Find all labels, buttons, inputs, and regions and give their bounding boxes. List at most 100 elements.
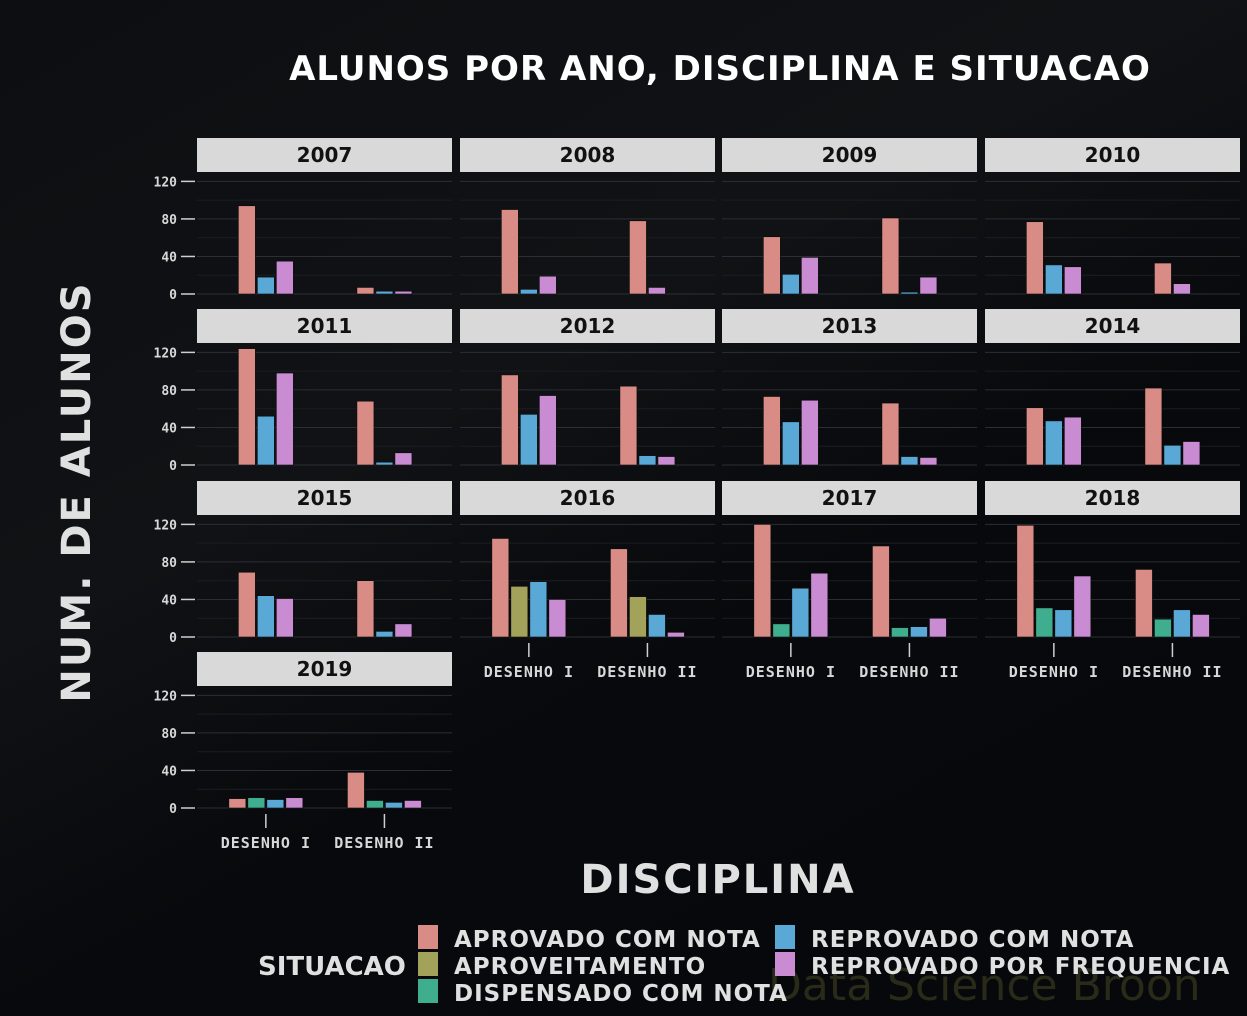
facet-strip-label: 2009 bbox=[822, 143, 878, 167]
y-tick-label: 80 bbox=[161, 384, 177, 399]
y-tick-label: 0 bbox=[169, 459, 177, 474]
facet-strip bbox=[722, 138, 977, 172]
y-tick-label: 80 bbox=[161, 727, 177, 742]
facet-strip-label: 2015 bbox=[297, 486, 353, 510]
facet-panel: 2018 DESENHO I DESENHO II bbox=[985, 481, 1240, 681]
bar bbox=[257, 595, 275, 638]
facet-strip bbox=[985, 138, 1240, 172]
bar bbox=[763, 236, 781, 295]
legend-label: APROVADO COM NOTA bbox=[454, 927, 761, 953]
legend-label: REPROVADO POR FREQUENCIA bbox=[811, 954, 1230, 980]
x-axis-title: DISCIPLINA bbox=[580, 857, 855, 903]
bar bbox=[610, 548, 628, 638]
facet-strip bbox=[197, 652, 452, 686]
facet-strip bbox=[985, 309, 1240, 343]
facet-strip-label: 2013 bbox=[822, 314, 878, 338]
y-tick-label: 40 bbox=[161, 421, 177, 436]
y-tick-label: 120 bbox=[154, 175, 178, 190]
bar bbox=[375, 631, 394, 638]
x-tick-label: DESENHO II bbox=[1122, 663, 1222, 681]
facet-strip-label: 2014 bbox=[1085, 314, 1141, 338]
facet-strip bbox=[722, 309, 977, 343]
facet-strip-label: 2017 bbox=[822, 486, 878, 510]
facet-strip-label: 2016 bbox=[560, 486, 616, 510]
bar bbox=[238, 571, 256, 638]
y-tick-label: 40 bbox=[161, 764, 177, 779]
bar bbox=[872, 545, 890, 638]
facet-panel: 2013 bbox=[722, 309, 977, 466]
bar bbox=[667, 632, 685, 638]
bar bbox=[657, 456, 676, 466]
facet-strip bbox=[985, 481, 1240, 515]
bar bbox=[753, 524, 772, 638]
bar bbox=[501, 209, 519, 295]
facet-strip bbox=[460, 138, 715, 172]
facet-panel: 2017 DESENHO I DESENHO II bbox=[722, 481, 977, 681]
bar bbox=[1073, 575, 1092, 638]
legend-swatch bbox=[418, 925, 438, 949]
bar bbox=[881, 402, 900, 466]
watermark: Data Science Broon bbox=[768, 960, 1201, 1011]
x-tick-label: DESENHO I bbox=[484, 663, 574, 681]
bar bbox=[1035, 607, 1054, 638]
legend-title: SITUACAO bbox=[258, 952, 406, 982]
bar bbox=[629, 220, 647, 295]
legend: SITUACAO APROVADO COM NOTAAPROVEITAMENTO… bbox=[258, 925, 1230, 1007]
facet-strip-label: 2012 bbox=[560, 314, 616, 338]
bar bbox=[929, 617, 947, 638]
bar bbox=[619, 385, 638, 466]
y-tick-label: 40 bbox=[161, 593, 177, 608]
legend-swatch bbox=[775, 925, 795, 949]
facet-panel: 2019 0 40 80 120 DESENHO I DESENHO II bbox=[154, 652, 452, 852]
legend-label: APROVEITAMENTO bbox=[454, 954, 706, 980]
bar bbox=[366, 800, 384, 809]
y-tick-label: 0 bbox=[169, 288, 177, 303]
bar bbox=[1182, 441, 1201, 466]
bar bbox=[1163, 444, 1182, 466]
bar bbox=[638, 455, 657, 466]
facet-strip bbox=[197, 309, 452, 343]
bar bbox=[791, 587, 810, 638]
facet-panel: 2009 bbox=[722, 138, 977, 295]
bar bbox=[900, 456, 919, 466]
y-tick-label: 40 bbox=[161, 250, 177, 265]
bar bbox=[539, 275, 557, 295]
bar bbox=[1045, 420, 1063, 466]
facet-strip bbox=[460, 481, 715, 515]
y-tick-label: 0 bbox=[169, 631, 177, 646]
bar bbox=[772, 623, 791, 638]
bar bbox=[238, 205, 256, 295]
x-tick-label: DESENHO I bbox=[1009, 663, 1099, 681]
bar bbox=[276, 598, 294, 638]
facet-panel: 2011 0 40 80 120 bbox=[154, 309, 452, 474]
facet-strip-label: 2007 bbox=[297, 143, 353, 167]
bar bbox=[1144, 387, 1163, 466]
facet-strip bbox=[197, 481, 452, 515]
y-tick-label: 120 bbox=[154, 346, 178, 361]
x-tick-label: DESENHO I bbox=[221, 834, 311, 852]
bar bbox=[394, 290, 413, 295]
bar bbox=[394, 452, 413, 466]
bar bbox=[228, 798, 247, 809]
bar bbox=[810, 572, 829, 638]
bar bbox=[520, 414, 538, 466]
bar bbox=[356, 580, 375, 638]
legend-swatch bbox=[418, 952, 438, 976]
y-tick-label: 0 bbox=[169, 802, 177, 817]
x-tick-label: DESENHO I bbox=[746, 663, 836, 681]
bar bbox=[1016, 525, 1035, 638]
bar bbox=[1192, 614, 1210, 638]
facet-strip bbox=[722, 481, 977, 515]
bar bbox=[356, 400, 375, 466]
bar bbox=[900, 291, 919, 295]
bar bbox=[648, 614, 666, 638]
bar bbox=[1173, 283, 1191, 295]
y-tick-label: 80 bbox=[161, 213, 177, 228]
bar bbox=[910, 626, 928, 638]
y-tick-label: 80 bbox=[161, 556, 177, 571]
bar bbox=[520, 289, 538, 295]
facet-strip-label: 2008 bbox=[560, 143, 616, 167]
bar bbox=[1135, 569, 1153, 638]
facet-panels: 2007 0 40 80 120 2008 2009 2010 2011 0 40 80 120 2012… bbox=[154, 138, 1240, 852]
